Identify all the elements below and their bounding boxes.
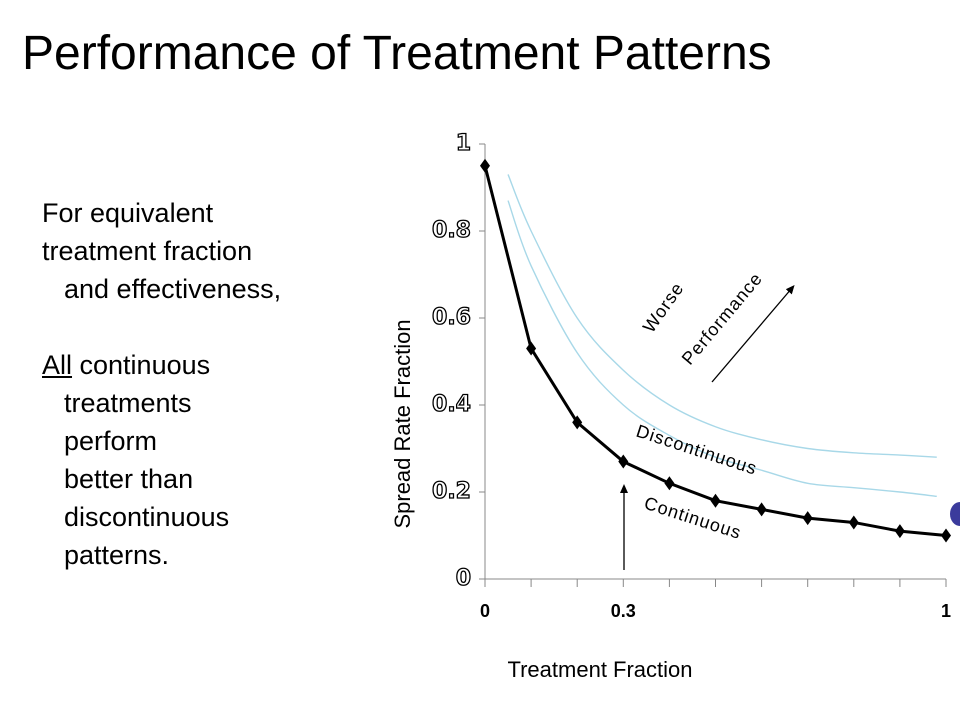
- chart-curves: [483, 165, 947, 537]
- x-tick-label: 1: [941, 601, 951, 621]
- text-fragment: continuous: [72, 350, 211, 380]
- data-point-marker: [802, 511, 813, 526]
- chart-marks: [480, 158, 951, 543]
- x-tick-label: 0: [480, 601, 490, 621]
- comparison-curve-lower: [507, 200, 937, 498]
- data-point-marker: [664, 476, 675, 491]
- comparison-curve-upper: [507, 174, 937, 458]
- y-tick-label: 0.6: [432, 305, 471, 330]
- performance-label: Performance: [678, 268, 767, 368]
- y-tick-label: 0: [456, 566, 471, 591]
- y-tick-label: 0.8: [432, 218, 471, 243]
- data-point-marker: [710, 493, 721, 508]
- text-line: For equivalent: [42, 198, 214, 228]
- text-line: treatment fraction: [42, 236, 253, 266]
- text-line: and effectiveness,: [64, 274, 282, 304]
- chart-tick-labels: 0 0.2 0.4 0.6 0.8 1 0 0.3 1: [431, 130, 951, 621]
- text-line: better than: [64, 464, 194, 494]
- blue-shape-marker: [950, 502, 960, 526]
- data-point-marker: [941, 528, 951, 543]
- data-point-marker: [618, 454, 629, 469]
- worse-performance-arrow: [711, 284, 795, 383]
- slide-body-text: For equivalent treatment fraction and ef…: [42, 194, 281, 574]
- text-line: perform: [64, 426, 158, 456]
- y-tick-label: 0.2: [432, 479, 471, 504]
- data-point-marker: [894, 524, 905, 539]
- text-line: treatments: [64, 388, 192, 418]
- data-point-marker: [756, 502, 767, 517]
- data-point-marker: [848, 515, 859, 530]
- x-tick-label: 0.3: [611, 601, 636, 621]
- text-line: All continuous: [42, 346, 281, 384]
- text-line: discontinuous: [64, 502, 230, 532]
- continuous-series-line: [483, 165, 947, 537]
- worse-label: Worse: [639, 278, 688, 336]
- data-point-marker: [572, 415, 583, 430]
- x-axis-title: Treatment Fraction: [507, 657, 692, 682]
- y-tick-label: 1: [456, 131, 471, 156]
- continuous-label: Continuous: [642, 493, 744, 543]
- emphasis-all: All: [42, 350, 73, 380]
- data-point-marker: [480, 158, 490, 173]
- data-point-marker: [526, 341, 537, 356]
- discontinuous-label: Discontinuous: [634, 421, 760, 479]
- text-line: patterns.: [64, 540, 170, 570]
- y-tick-label: 0.4: [432, 392, 471, 417]
- slide-title: Performance of Treatment Patterns: [22, 27, 772, 80]
- y-axis-title: Spread Rate Fraction: [390, 319, 415, 528]
- chart-axes: [479, 143, 947, 587]
